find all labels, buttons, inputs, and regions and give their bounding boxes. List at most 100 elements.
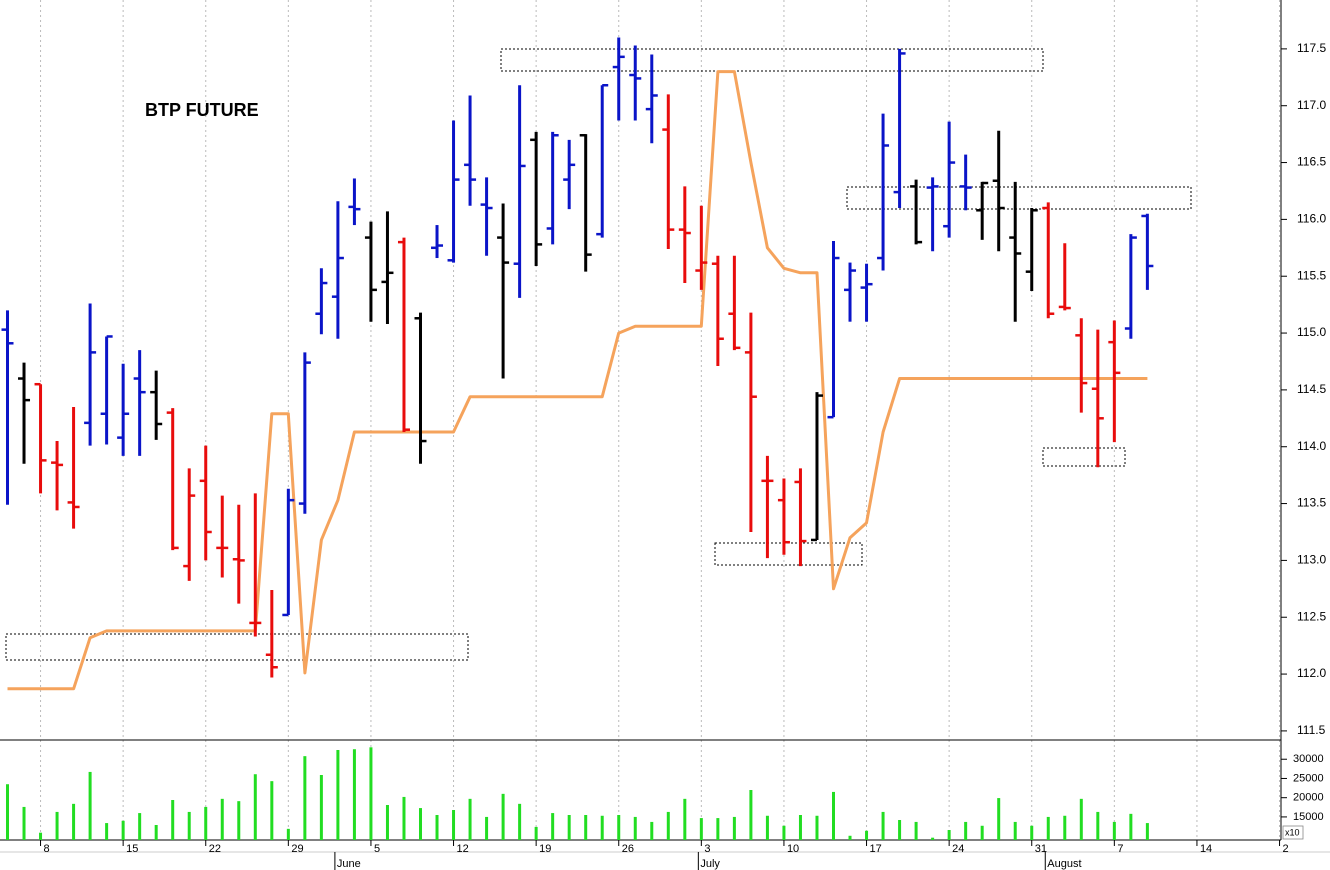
y-tick-label: 114.0 (1297, 439, 1326, 453)
zone-box (500, 48, 1044, 72)
x-tick-label: 3 (704, 843, 710, 855)
volume-bar (22, 806, 26, 840)
volume-bar (1096, 811, 1100, 840)
volume-bar (1030, 825, 1034, 840)
volume-bar (848, 835, 852, 840)
month-label: August (1047, 858, 1081, 870)
volume-tick-label: 20000 (1293, 792, 1324, 804)
y-tick-label: 112.5 (1297, 609, 1326, 623)
volume-bar (1079, 798, 1083, 840)
volume-bar (931, 837, 935, 840)
y-tick-label: 115.0 (1297, 325, 1326, 339)
volume-bar (964, 821, 968, 840)
volume-bar (617, 815, 621, 840)
volume-tick-label: 25000 (1293, 772, 1324, 784)
indicator-line (7, 70, 1148, 691)
volume-bar (551, 813, 555, 840)
volume-bar (815, 815, 819, 840)
volume-bar (319, 775, 323, 840)
x-tick-label: 12 (457, 843, 469, 855)
volume-bar (832, 791, 835, 840)
volume-bar (980, 825, 984, 840)
volume-bar (633, 816, 637, 840)
month-label: July (700, 858, 720, 870)
x-tick-label: 26 (622, 843, 634, 855)
month-label: June (337, 858, 361, 870)
volume-bar (997, 798, 1001, 840)
volume-bar (468, 798, 472, 840)
volume-bar (402, 796, 406, 840)
volume-bar (105, 823, 109, 840)
x-tick-label: 8 (44, 843, 50, 855)
multiplier-box (1282, 825, 1304, 840)
volume-tick-label: 30000 (1293, 753, 1324, 765)
x-tick-label: 22 (209, 843, 221, 855)
volume-bar (1046, 816, 1050, 840)
volume-bar (452, 810, 456, 840)
volume-bar (865, 830, 869, 840)
volume-bar (1063, 815, 1067, 840)
volume-bar (154, 825, 158, 840)
y-tick-label: 115.5 (1297, 268, 1326, 282)
volume-bar (171, 800, 175, 840)
y-tick-label: 113.0 (1297, 553, 1326, 567)
y-tick-label: 113.5 (1297, 496, 1326, 510)
volume-bar (485, 816, 489, 840)
x-tick-label: 31 (1035, 843, 1047, 855)
zone-box (1042, 447, 1126, 467)
volume-bar (567, 815, 571, 840)
y-tick-label: 114.5 (1297, 382, 1326, 396)
volume-bar (39, 832, 43, 840)
volume-bar (765, 815, 769, 840)
volume-bar (716, 818, 720, 840)
volume-bar (501, 793, 505, 840)
y-tick-label: 116.0 (1297, 212, 1326, 226)
y-tick-label: 111.5 (1297, 723, 1326, 737)
volume-bar (253, 774, 257, 840)
x-tick-label: 15 (126, 843, 138, 855)
volume-bar (237, 801, 241, 840)
y-tick-label: 112.0 (1297, 666, 1326, 680)
chart-title: BTP FUTURE (145, 100, 259, 120)
volume-bar (435, 815, 439, 840)
x-tick-label: 10 (787, 843, 799, 855)
volume-bar (782, 825, 786, 840)
volume-bar (518, 803, 522, 840)
y-tick-label: 117.0 (1297, 98, 1326, 112)
volume-bar (220, 798, 224, 840)
volume-bar (336, 750, 340, 840)
volume-bar (55, 811, 59, 840)
x-tick-label: 24 (952, 843, 964, 855)
x-tick-label: 2 (1283, 843, 1289, 855)
x-tick-label: 14 (1200, 843, 1212, 855)
y-tick-label: 117.5 (1297, 41, 1326, 55)
volume-bar (947, 830, 951, 840)
volume-bar (732, 816, 736, 840)
volume-bar (187, 811, 191, 840)
volume-bar (749, 790, 753, 840)
volume-bar (881, 811, 885, 840)
volume-bar (419, 808, 422, 840)
volume-tick-label: 15000 (1293, 811, 1324, 823)
volume-bar (270, 781, 274, 840)
volume-bar (6, 784, 9, 840)
volume-bar (534, 826, 538, 840)
volume-bar (1112, 821, 1116, 840)
y-tick-label: 116.5 (1297, 155, 1326, 169)
volume-bar (385, 805, 389, 840)
zone-box (846, 186, 1192, 210)
volume-bar (584, 815, 588, 840)
volume-bar (914, 821, 918, 840)
volume-bar (1013, 821, 1017, 840)
volume-bar (369, 747, 373, 840)
volume-multiplier: x10 (1285, 827, 1300, 837)
volume-bar (121, 820, 125, 840)
x-tick-label: 19 (539, 843, 551, 855)
volume-bar (72, 803, 76, 840)
x-tick-label: 7 (1117, 843, 1123, 855)
volume-bar (88, 771, 92, 840)
volume-bar (600, 815, 604, 840)
